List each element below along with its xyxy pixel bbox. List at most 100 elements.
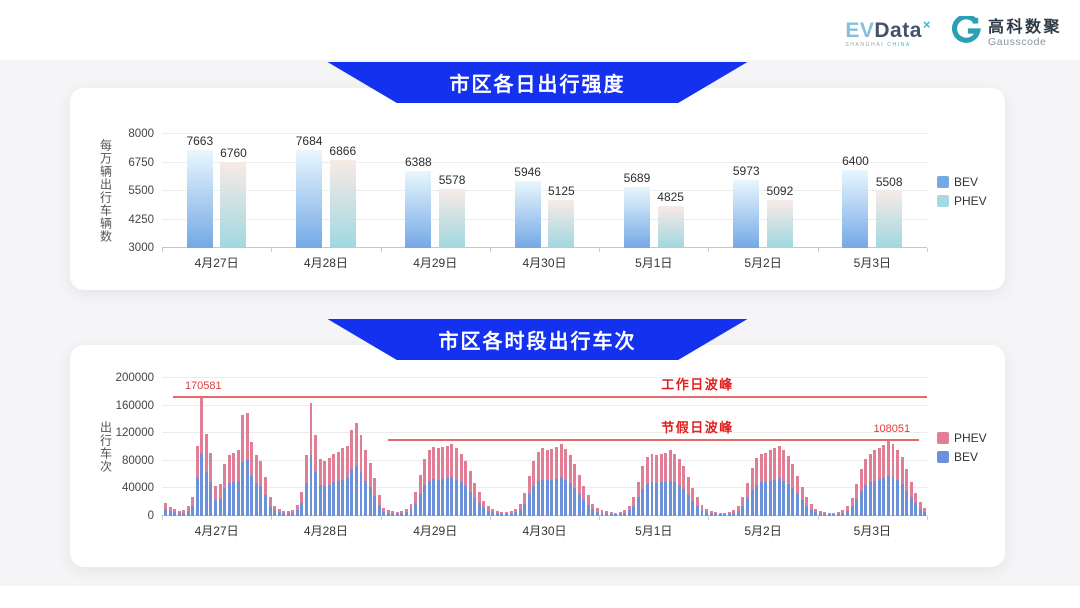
- evdata-x-mark: ×: [922, 16, 931, 32]
- peak-label-holiday: 节假日波峰: [661, 420, 734, 436]
- bar-segment-phev: [400, 511, 404, 514]
- bar-segment-bev: [441, 478, 445, 516]
- bar-segment-phev: [450, 443, 454, 477]
- bar-segment-bev: [691, 501, 695, 516]
- bar-segment-phev: [286, 511, 290, 514]
- hour-bar-stack: [486, 378, 490, 516]
- bar-segment-phev: [186, 506, 190, 511]
- bar-segment-bev: [350, 469, 354, 516]
- bar-segment-phev: [495, 510, 499, 514]
- hour-bar-stack: [427, 378, 431, 516]
- legend-item-bev: BEV: [937, 175, 1005, 189]
- x-axis-label: 4月30日: [522, 256, 567, 270]
- bar-segment-bev: [427, 480, 431, 516]
- bar-segment-bev: [204, 471, 208, 516]
- hour-bar-stack: [914, 378, 918, 516]
- hour-bar-stack: [877, 378, 881, 516]
- bar-segment-phev: [741, 497, 745, 506]
- bar-segment-phev: [773, 448, 777, 480]
- hour-bar-stack: [314, 378, 317, 516]
- chart1: 每万辆出行车辆数 8000 6750 5500 4250 3000 7663 6760 76…: [70, 128, 1005, 254]
- bar-segment-phev: [523, 493, 527, 504]
- bar-segment-phev: [777, 446, 781, 479]
- bar-segment-phev: [800, 487, 804, 501]
- bar-segment-bev: [364, 480, 368, 516]
- bar-segment-bev: [641, 489, 645, 516]
- bar-segment-bev: [627, 510, 631, 516]
- bar-segment-bev: [450, 476, 454, 516]
- bar-segment-phev: [364, 450, 368, 481]
- bar-segment-phev: [905, 469, 909, 491]
- hour-bar-stack: [268, 378, 272, 516]
- x-axis-tick: [489, 248, 491, 252]
- hour-bar-stack: [423, 378, 427, 516]
- hour-bar-stack: [336, 378, 340, 516]
- bar-segment-bev: [491, 512, 495, 516]
- bar-segment-bev: [186, 510, 190, 516]
- x-axis-tick: [489, 516, 491, 520]
- bar-segment-phev: [282, 510, 286, 514]
- bar-segment-bev: [896, 480, 899, 516]
- bar-segment-bev: [341, 479, 345, 516]
- bar-segment-phev: [232, 453, 236, 483]
- hour-bar-stack: [632, 378, 636, 516]
- bar-segment-phev: [645, 457, 649, 485]
- bar-segment-bev: [668, 480, 672, 516]
- bar-segment-bev: [423, 485, 427, 516]
- bar-group-4月28日: 7684 6866: [271, 134, 380, 248]
- bar-segment-phev: [473, 482, 477, 499]
- bar-phev: [657, 206, 684, 248]
- bar-value-label: 4825: [657, 190, 684, 205]
- bar-segment-phev: [223, 463, 227, 488]
- bar-segment-bev: [764, 481, 768, 516]
- bar-segment-bev: [295, 510, 299, 516]
- bar-segment-bev: [846, 510, 849, 516]
- bar-segment-bev: [568, 483, 572, 516]
- hour-bar-stack: [482, 378, 486, 516]
- hour-bar-stack: [277, 378, 281, 516]
- bar-segment-phev: [277, 509, 281, 513]
- bar-segment-phev: [600, 509, 604, 513]
- hour-bar-stack: [764, 378, 768, 516]
- hourly-trips-card: 市区各时段出行车次 出行车次 200000 160000 120000 80000 40…: [70, 319, 1005, 567]
- bar-segment-phev: [736, 506, 740, 511]
- hour-bar-stack: [273, 378, 277, 516]
- x-axis-label: 4月28日: [303, 256, 348, 270]
- bar-segment-bev: [832, 514, 836, 516]
- x-axis-label: 5月3日: [853, 256, 891, 270]
- bar-segment-bev: [354, 465, 358, 516]
- bar-segment-bev: [777, 478, 781, 516]
- hour-bar-stack: [409, 378, 413, 516]
- hour-bar-stack: [909, 378, 913, 516]
- bar-value-label: 5973: [732, 164, 760, 179]
- hour-bar-stack: [541, 378, 545, 516]
- gausscode-cn-name: 高科数聚: [987, 18, 1062, 36]
- bar-bev: [296, 150, 323, 248]
- hour-bar-stack: [777, 378, 781, 516]
- hour-bar-stack: [518, 378, 522, 516]
- bar-segment-bev: [909, 497, 913, 516]
- bar-segment-phev: [568, 455, 572, 484]
- bar-segment-bev: [314, 472, 317, 516]
- bar-segment-bev: [259, 486, 263, 516]
- chart1-y-axis-title: 每万辆出行车辆数: [98, 139, 113, 243]
- hour-bar-stack: [595, 378, 599, 516]
- bar-segment-bev: [432, 478, 436, 516]
- hour-bar-stack: [404, 378, 408, 516]
- bar-segment-phev: [868, 453, 872, 483]
- bar-segment-phev: [705, 509, 709, 513]
- bar-segment-phev: [391, 511, 395, 514]
- bar-segment-bev: [823, 513, 827, 516]
- bar-segment-phev: [686, 477, 690, 496]
- x-axis-tick: [817, 516, 819, 520]
- hour-bar-stack: [627, 378, 631, 516]
- hour-bar-stack: [441, 378, 445, 516]
- bar-segment-phev: [482, 500, 486, 508]
- bar-segment-bev: [291, 512, 295, 516]
- hour-bar-stack: [373, 378, 377, 516]
- bar-segment-phev: [500, 511, 504, 514]
- bar-segment-bev: [273, 510, 277, 516]
- hour-bar-stack: [682, 378, 686, 516]
- bar-segment-phev: [664, 452, 668, 482]
- bar-segment-phev: [409, 503, 413, 510]
